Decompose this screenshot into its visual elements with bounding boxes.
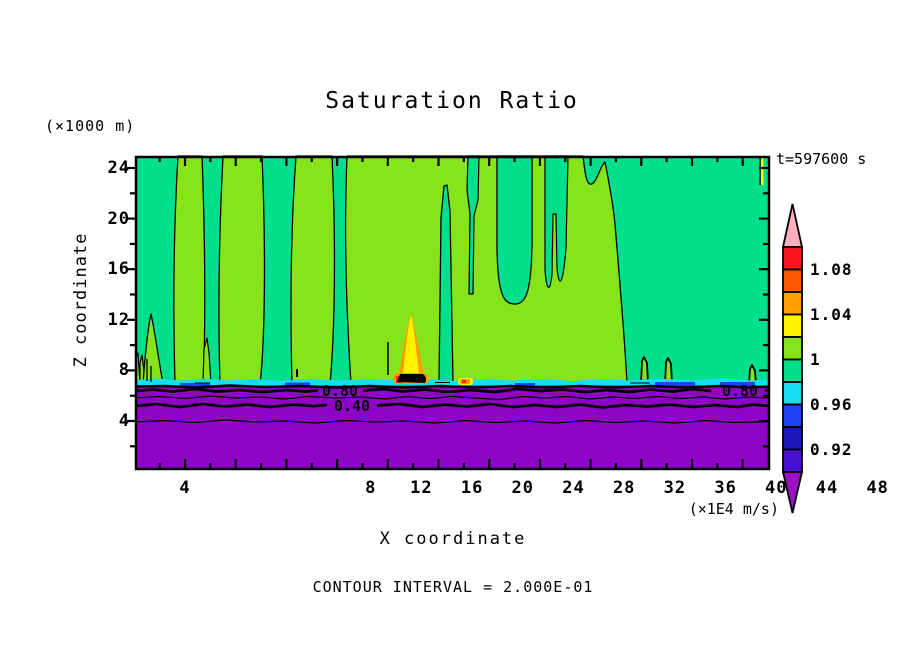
colorbar-band — [782, 246, 803, 271]
contour-line-1.00 — [134, 384, 771, 389]
colorbar-band — [782, 268, 803, 293]
contour-label: 0.80 — [322, 382, 358, 400]
x-tick-label: 28 — [612, 478, 636, 498]
edge-yellow-sliver — [761, 156, 764, 185]
colorbar-tick-label: 1.08 — [810, 259, 853, 279]
flame-plume-yellow — [402, 315, 420, 384]
x-tick-label: 24 — [562, 478, 585, 498]
x-tick-label: 32 — [663, 478, 687, 498]
contour-line-0.20 — [134, 419, 771, 424]
colorbar-tick-label: 0.96 — [810, 394, 853, 414]
plume-column — [290, 155, 336, 385]
colorbar-tick-label: 1.04 — [810, 304, 853, 324]
edge-sliver-outline — [759, 156, 761, 185]
x-tick-label: 12 — [410, 478, 433, 498]
x-axis-title: X coordinate — [379, 529, 527, 549]
y-tick-label: 16 — [107, 259, 130, 280]
contour-line-0.40 — [376, 402, 771, 409]
y-tick-label: 8 — [118, 360, 130, 381]
contour-line-0.60 — [134, 395, 771, 401]
colorbar-tick-label: 0.92 — [810, 439, 853, 459]
x-tick-label: 8 — [365, 478, 377, 498]
contour-label: 0.40 — [334, 397, 370, 415]
y-axis-title: Z coordinate — [71, 232, 91, 368]
chart-title: Saturation Ratio — [325, 88, 579, 114]
colorbar-svg — [781, 203, 804, 514]
x-tick-label: 36 — [714, 478, 737, 498]
interface-blue-patch — [285, 382, 310, 386]
colorbar — [775, 200, 820, 520]
x-axis-units: (×1E4 m/s) — [688, 500, 779, 518]
y-tick-label: 24 — [107, 158, 130, 178]
colorbar-band — [782, 313, 803, 338]
contour-interval-note: CONTOUR INTERVAL = 2.000E-01 — [312, 578, 594, 596]
colorbar-band — [782, 358, 803, 383]
downdraft-finger — [466, 155, 480, 295]
contour-label: 0.80 — [722, 382, 758, 400]
contour-line-0.40 — [134, 402, 328, 409]
interface-blue-patch — [515, 383, 535, 386]
colorbar-band — [782, 448, 803, 473]
plot-frame — [134, 155, 771, 471]
colorbar-band — [782, 426, 803, 451]
y-axis-units: (×1000 m) — [45, 117, 136, 135]
colorbar-band — [782, 381, 803, 406]
interface-blue-patch — [720, 382, 755, 386]
interface-blue-patch — [180, 383, 210, 386]
interface-blue-patch — [655, 382, 695, 386]
x-tick-label: 48 — [866, 478, 889, 498]
colorbar-arrow-top — [781, 203, 804, 248]
y-tick-label: 12 — [107, 309, 130, 330]
contour-plot-area: 0.80 0.40 0.80 — [127, 155, 771, 471]
flame-base-black-blob — [397, 374, 427, 383]
downdraft-fingers — [544, 155, 569, 288]
plume-triangle — [142, 313, 164, 385]
x-tick-label: 16 — [460, 478, 484, 498]
y-tick-label: 20 — [107, 208, 130, 229]
plume-column — [173, 155, 206, 385]
contour-plot-svg: 0.800.400.80 — [127, 155, 771, 471]
x-tick-label: 20 — [511, 478, 535, 498]
colorbar-band — [782, 403, 803, 428]
x-tick-label: 4 — [179, 478, 191, 498]
colorbar-band — [782, 336, 803, 361]
colorbar-arrow-bottom — [781, 471, 804, 514]
colorbar-band — [782, 291, 803, 316]
y-tick-label: 4 — [118, 411, 130, 431]
x-tick-label: 40 — [765, 478, 788, 498]
contour-line-0.80 — [134, 387, 319, 394]
contour-line-0.80 — [362, 387, 712, 394]
plume-column — [218, 155, 266, 385]
downdraft-u-plume — [496, 155, 533, 305]
colorbar-tick-label: 1 — [810, 349, 821, 369]
x-tick-label: 44 — [815, 478, 839, 498]
hot-spot-red — [462, 380, 466, 383]
time-stamp: t=597600 s — [776, 150, 867, 168]
